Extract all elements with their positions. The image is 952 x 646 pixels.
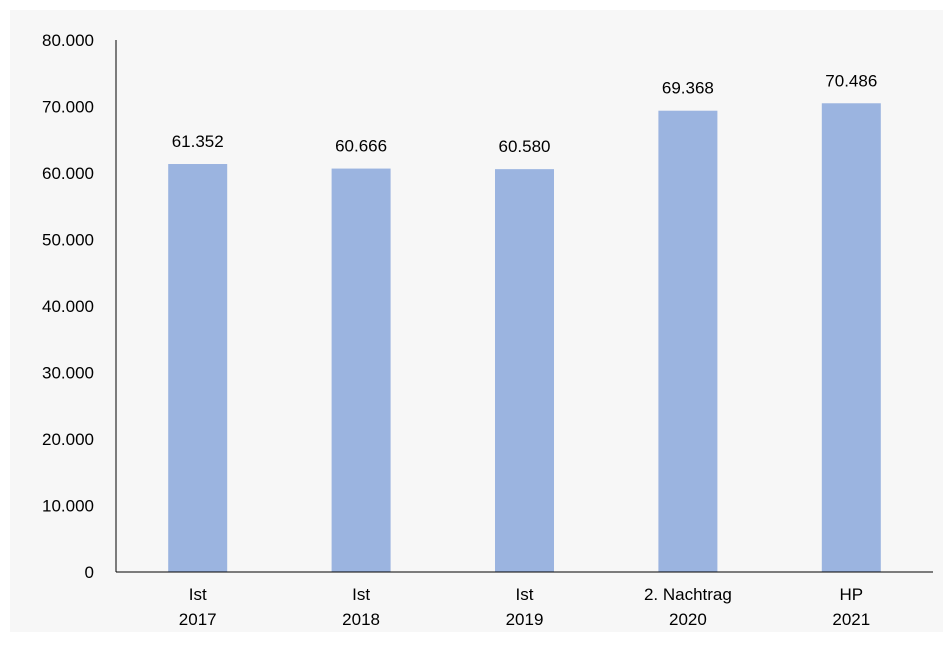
y-tick-label: 50.000: [42, 231, 94, 250]
x-tick-label: 2021: [832, 610, 870, 629]
bar-value-label: 70.486: [825, 71, 877, 90]
x-tick-label: Ist: [352, 585, 370, 604]
bar-value-label: 69.368: [662, 79, 714, 98]
y-axis-ticks: 0 10.000 20.000 30.000 40.000 50.000 60.000 70.…: [42, 31, 94, 582]
y-tick-label: 10.000: [42, 497, 94, 516]
y-tick-label: 30.000: [42, 364, 94, 383]
y-tick-label: 70.000: [42, 98, 94, 117]
bar: [495, 169, 554, 572]
plot-background: [10, 10, 943, 632]
bar: [821, 103, 881, 572]
y-tick-label: 40.000: [42, 297, 94, 316]
y-tick-label: 80.000: [42, 31, 94, 50]
x-tick-label: HP: [839, 585, 863, 604]
bar: [331, 168, 391, 572]
x-tick-label: 2017: [179, 610, 217, 629]
bar: [168, 164, 228, 572]
bar-value-label: 61.352: [172, 132, 224, 151]
x-tick-label: 2. Nachtrag: [644, 585, 732, 604]
x-tick-label: Ist: [516, 585, 534, 604]
y-tick-label: 20.000: [42, 430, 94, 449]
bar-value-label: 60.666: [335, 137, 387, 156]
y-tick-label: 60.000: [42, 164, 94, 183]
bars: [168, 103, 881, 573]
bar-value-label: 60.580: [499, 137, 551, 156]
x-tick-label: Ist: [189, 585, 207, 604]
x-axis-labels: Ist 2017 Ist 2018 Ist 2019 2. Nachtrag 2020 HP 20…: [179, 585, 870, 629]
y-tick-label: 0: [85, 563, 94, 582]
bar: [658, 110, 718, 573]
x-tick-label: 2018: [342, 610, 380, 629]
x-tick-label: 2019: [506, 610, 544, 629]
value-labels: 61.352 60.666 60.580 69.368 70.486: [172, 71, 878, 156]
x-tick-label: 2020: [669, 610, 707, 629]
